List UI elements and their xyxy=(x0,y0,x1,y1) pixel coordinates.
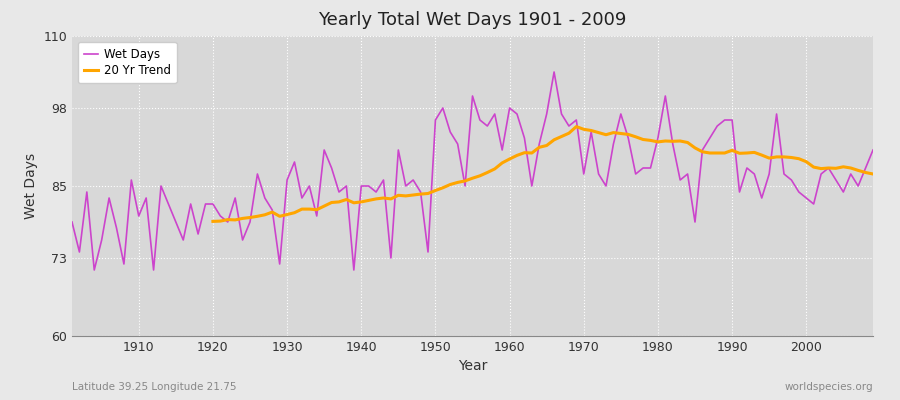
Wet Days xyxy=(511,112,522,116)
Wet Days xyxy=(608,142,619,146)
20 Yr Trend xyxy=(296,207,307,212)
Line: Wet Days: Wet Days xyxy=(72,72,873,270)
Title: Yearly Total Wet Days 1901 - 2009: Yearly Total Wet Days 1901 - 2009 xyxy=(319,11,626,29)
Text: worldspecies.org: worldspecies.org xyxy=(785,382,873,392)
Wet Days xyxy=(341,184,352,188)
Y-axis label: Wet Days: Wet Days xyxy=(23,153,38,219)
20 Yr Trend xyxy=(868,172,878,176)
Wet Days xyxy=(868,148,878,152)
20 Yr Trend xyxy=(571,124,581,129)
Text: Latitude 39.25 Longitude 21.75: Latitude 39.25 Longitude 21.75 xyxy=(72,382,237,392)
Wet Days xyxy=(133,214,144,218)
20 Yr Trend xyxy=(675,139,686,144)
20 Yr Trend xyxy=(778,154,789,159)
20 Yr Trend xyxy=(408,193,418,198)
Line: 20 Yr Trend: 20 Yr Trend xyxy=(213,126,873,222)
Wet Days xyxy=(296,196,307,200)
Wet Days xyxy=(549,70,560,74)
Legend: Wet Days, 20 Yr Trend: Wet Days, 20 Yr Trend xyxy=(78,42,176,83)
X-axis label: Year: Year xyxy=(458,360,487,374)
Wet Days xyxy=(89,268,100,272)
20 Yr Trend xyxy=(208,219,219,224)
20 Yr Trend xyxy=(764,156,775,160)
Wet Days xyxy=(504,106,515,110)
20 Yr Trend xyxy=(845,166,856,170)
Wet Days xyxy=(67,220,77,224)
